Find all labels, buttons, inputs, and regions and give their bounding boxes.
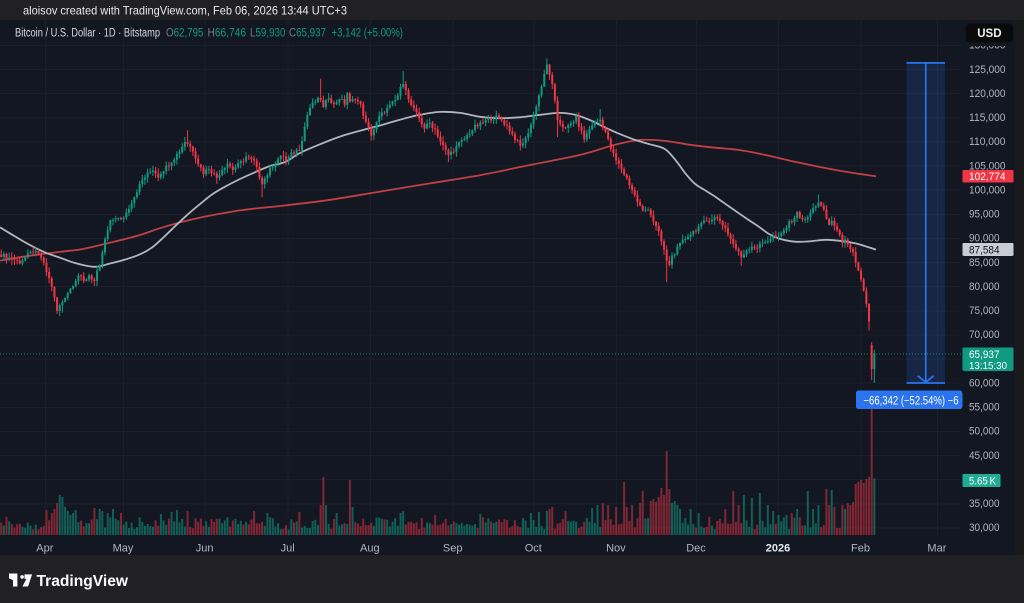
svg-text:80,000: 80,000 (969, 281, 1000, 293)
svg-text:50,000: 50,000 (969, 426, 1000, 438)
svg-text:Bitcoin / U.S. Dollar · 1D · B: Bitcoin / U.S. Dollar · 1D · Bitstamp (15, 28, 160, 40)
svg-text:13:15:30: 13:15:30 (969, 360, 1007, 372)
svg-text:Oct: Oct (525, 543, 542, 555)
svg-text:90,000: 90,000 (969, 233, 1000, 245)
svg-text:75,000: 75,000 (969, 305, 1000, 317)
svg-text:Apr: Apr (36, 543, 53, 555)
svg-text:Nov: Nov (606, 543, 626, 555)
svg-text:87,584: 87,584 (969, 244, 1000, 256)
svg-text:Aug: Aug (360, 543, 380, 555)
svg-text:95,000: 95,000 (969, 209, 1000, 221)
svg-text:C65,937: C65,937 (289, 28, 326, 40)
svg-text:65,937: 65,937 (969, 349, 1000, 361)
svg-text:120,000: 120,000 (969, 88, 1006, 100)
svg-text:2026: 2026 (766, 543, 790, 555)
svg-text:May: May (113, 543, 134, 555)
svg-text:USD: USD (977, 28, 1001, 40)
svg-text:O62,795: O62,795 (166, 28, 204, 40)
svg-text:Jun: Jun (196, 543, 214, 555)
svg-text:55,000: 55,000 (969, 402, 1000, 414)
svg-text:Dec: Dec (686, 543, 706, 555)
svg-text:TradingView: TradingView (37, 573, 129, 590)
svg-text:Sep: Sep (443, 543, 463, 555)
svg-text:Feb: Feb (851, 543, 870, 555)
svg-text:Jul: Jul (281, 543, 295, 555)
svg-text:+3,142 (+5.00%): +3,142 (+5.00%) (332, 28, 404, 40)
svg-text:105,000: 105,000 (969, 160, 1006, 172)
svg-text:aloisov created with TradingVi: aloisov created with TradingView.com, Fe… (23, 4, 347, 18)
svg-text:−66,342 (−52.54%) −6: −66,342 (−52.54%) −6 (864, 395, 959, 407)
svg-text:115,000: 115,000 (969, 112, 1006, 124)
svg-text:125,000: 125,000 (969, 64, 1006, 76)
svg-text:H66,746: H66,746 (208, 28, 247, 40)
svg-text:30,000: 30,000 (969, 522, 1000, 534)
svg-text:100,000: 100,000 (969, 184, 1006, 196)
svg-text:102,774: 102,774 (969, 171, 1006, 183)
svg-text:L59,930: L59,930 (250, 28, 286, 40)
svg-text:60,000: 60,000 (969, 377, 1000, 389)
svg-text:110,000: 110,000 (969, 136, 1006, 148)
svg-text:45,000: 45,000 (969, 450, 1000, 462)
svg-text:Mar: Mar (927, 543, 946, 555)
svg-text:85,000: 85,000 (969, 257, 1000, 269)
svg-text:35,000: 35,000 (969, 498, 1000, 510)
svg-text:70,000: 70,000 (969, 329, 1000, 341)
svg-text:5.65 K: 5.65 K (969, 475, 997, 487)
